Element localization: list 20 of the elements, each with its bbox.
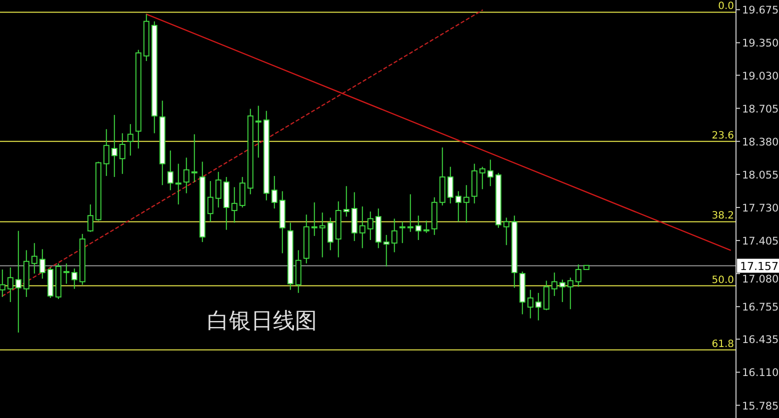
annotation: 50.0 — [712, 274, 734, 286]
y-tick-label: 19.350 — [742, 38, 779, 50]
y-tick-label: 16.755 — [742, 302, 779, 314]
annotation: 23.6 — [712, 130, 734, 142]
y-tick-label: 17.730 — [742, 202, 779, 214]
y-tick-label: 16.435 — [742, 334, 779, 346]
y-tick-label: 18.380 — [742, 136, 779, 148]
y-tick-label: 15.785 — [742, 400, 779, 412]
y-tick-label: 18.055 — [742, 169, 779, 182]
y-tick-label: 16.110 — [742, 367, 779, 380]
annotation: 61.8 — [712, 338, 734, 350]
annotation: 38.2 — [712, 210, 734, 222]
y-tick-label: 18.705 — [742, 103, 779, 116]
y-tick-label: 19.675 — [742, 4, 779, 17]
text: 白银日线图 — [207, 309, 317, 334]
y-tick-label: 17.405 — [742, 236, 779, 248]
annotation: 0.0 — [718, 1, 734, 12]
ref-line-label: 17.157 — [740, 260, 778, 273]
y-tick-label: 17.080 — [742, 274, 779, 286]
y-tick-label: 19.030 — [742, 70, 779, 82]
